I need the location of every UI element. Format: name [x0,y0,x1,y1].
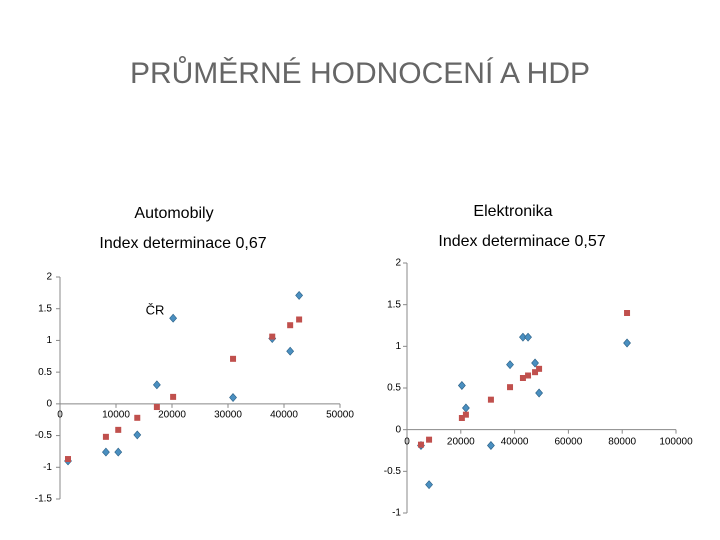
y-tick-label: 0.5 [38,367,52,378]
y-tick-label: 1 [395,341,401,352]
point [519,375,526,381]
point [462,403,470,413]
x-tick-label: 50000 [326,409,354,420]
x-tick-label: 40000 [270,409,298,420]
x-tick-label: 20000 [447,436,475,447]
point [229,393,237,402]
point [462,411,469,418]
point [457,381,466,390]
chart-subtitle: Index determinace 0,67 [99,235,266,252]
point [531,358,539,368]
point [506,360,514,370]
x-tick-label: 40000 [501,436,529,447]
x-tick-label: 30000 [214,409,242,420]
point [153,404,160,411]
x-tick-label: 20000 [158,409,186,420]
y-tick-label: 1.5 [387,299,401,310]
x-tick-label: 100000 [659,436,693,447]
y-tick-label: 1.5 [38,303,52,314]
point [269,333,276,340]
point [425,480,433,490]
point [134,414,141,421]
point [133,430,142,440]
x-tick-label: 10000 [102,409,130,420]
x-tick-label: 0 [57,409,63,420]
y-tick-label: 0 [395,424,401,435]
point [426,436,433,443]
point [170,393,177,400]
slide-title: PRŮMĚRNÉ HODNOCENÍ A HDP [130,56,590,90]
point [487,396,494,403]
point [623,338,631,348]
y-tick-label: 0 [46,398,52,409]
point [519,332,527,342]
point [115,426,122,433]
point [295,290,304,300]
chart-title: Elektronika [473,203,552,220]
point [102,447,110,457]
point [524,332,532,342]
point [535,388,543,398]
y-tick-label: -1.5 [35,494,53,505]
y-tick-label: -1 [392,508,401,519]
point [296,316,303,323]
point [230,355,237,362]
x-tick-label: 60000 [554,436,582,447]
point [169,313,178,323]
point [114,447,123,457]
point [65,456,72,463]
point [102,433,109,440]
point [286,346,295,356]
point [152,380,161,390]
point [287,322,294,329]
point [458,415,465,421]
x-tick-label: 0 [404,436,410,447]
chart-title: Automobily [134,205,213,222]
y-tick-label: 1 [46,335,52,346]
y-tick-label: -1 [43,462,52,473]
y-tick-label: -0.5 [384,466,402,477]
x-tick-label: 80000 [608,436,636,447]
annotation: ČR [146,302,165,317]
point [532,369,539,376]
y-tick-label: 0.5 [387,383,401,394]
point [487,441,495,450]
y-tick-label: 2 [395,258,401,269]
y-tick-label: -0.5 [35,430,53,441]
point [525,372,532,379]
point [417,441,424,448]
chart-subtitle: Index determinace 0,57 [438,233,605,250]
y-tick-label: 2 [46,272,52,283]
point [507,384,514,391]
point [536,365,543,372]
point [624,310,631,316]
